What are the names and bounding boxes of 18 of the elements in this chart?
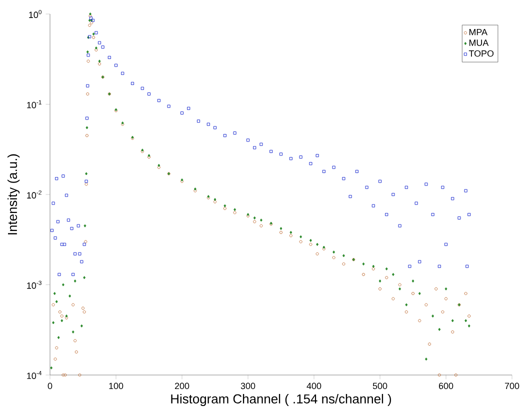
y-tick-label: 10$^{-2}$	[27, 190, 42, 199]
legend-label: MUA	[469, 40, 489, 46]
x-tick-label: 100	[109, 382, 124, 390]
y-tick-label: 10$^{-4}$	[27, 371, 42, 380]
y-tick-label: 10$^{0}$	[29, 10, 42, 18]
x-tick-label: 700	[504, 382, 520, 390]
x-tick-label: 400	[306, 382, 322, 390]
x-tick-label: 500	[372, 382, 388, 390]
x-tick-label: 0	[48, 382, 52, 390]
y-tick-label: 10$^{-3}$	[27, 280, 42, 289]
x-tick-label: 200	[174, 382, 190, 390]
y-axis-title: Intensity (a.u.)	[8, 154, 20, 234]
y-tick-label: 10$^{-1}$	[27, 100, 42, 108]
x-tick-label: 600	[438, 382, 454, 390]
x-axis-title: Histogram Channel ( .154 ns/channel )	[171, 394, 392, 406]
legend-label: TOPO	[468, 50, 494, 57]
x-tick-label: 300	[240, 382, 256, 390]
legend-label: MPA	[469, 29, 488, 36]
